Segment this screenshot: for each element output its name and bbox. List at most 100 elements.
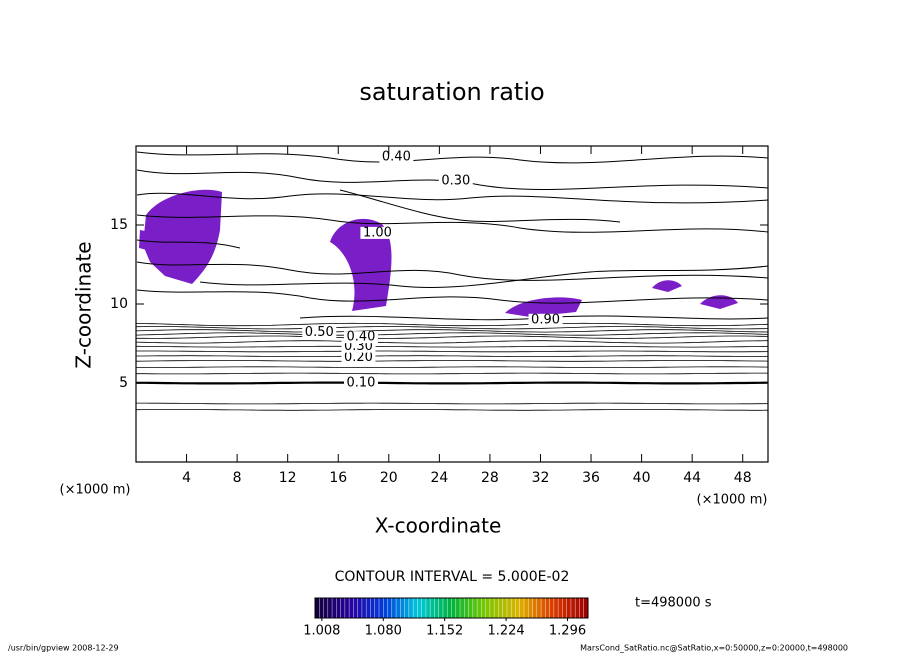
chart-title: saturation ratio [359,78,544,106]
colorbar-cell [370,598,376,618]
colorbar-cell [421,598,427,618]
contour-label: 0.50 [305,325,334,340]
contour-label: 0.30 [441,173,470,188]
colorbar-tick-label: 1.080 [365,624,402,639]
contour-interval: CONTOUR INTERVAL = 5.000E-02 [335,569,570,585]
colorbar-cell [413,598,418,618]
contour-line [136,402,769,405]
colorbar-cell [378,598,384,618]
contour-label-bg [528,313,563,326]
contour-line [135,322,769,327]
contour-line [135,345,769,348]
contour-label-bg [343,377,378,389]
region [139,230,150,250]
x-tick-label: 4 [182,470,191,486]
region [652,280,682,292]
colorbar-cell [489,598,495,618]
colorbar-cell [374,598,380,618]
colorbar-cell [383,598,388,618]
colorbar-cell [494,598,499,618]
colorbar-cell [464,598,469,618]
x-tick-label: 40 [633,470,651,486]
colorbar-cell [417,598,422,618]
x-tick-label: 16 [329,470,347,486]
colorbar-cell [332,598,337,618]
colorbar-cell [447,598,452,618]
x-tick-label: 12 [279,470,297,486]
time-label: t=498000 s [635,596,712,611]
colorbar-cell [460,598,465,618]
colorbar-cell [353,598,358,618]
colorbar-cell [532,598,538,618]
colorbar-cell [361,598,367,618]
colorbar-cell [549,598,555,618]
colorbar-cell [472,598,478,618]
colorbar-cell [558,598,563,618]
contour-label-bg [360,226,395,239]
colorbar-cell [485,598,491,618]
colorbar-cell [455,598,461,618]
colorbar-cell [425,598,431,618]
x-axis-title: X-coordinate [375,514,502,538]
colorbar-cell [396,598,401,618]
x-tick-label: 32 [532,470,550,486]
colorbar-cell [434,598,440,618]
y-tick-label: 15 [110,217,128,233]
contour-line [136,350,769,353]
x-tick-label: 48 [734,470,752,486]
colorbar-cell [541,598,546,618]
colorbar-cell [336,598,341,618]
colorbar-cell [528,598,533,618]
footer-left: /usr/bin/gpview 2008-12-29 [8,644,119,653]
region [700,295,738,309]
colorbar-cell [502,598,508,618]
x-tick-label: 36 [582,470,600,486]
colorbar-cell [536,598,542,618]
colorbar-cell [519,598,525,618]
y-tick-label: 5 [119,375,128,391]
contour-line [135,332,769,336]
colorbar-cell [570,598,576,618]
contour-line [136,335,769,339]
contour-line [136,372,768,375]
colorbar-cell [553,598,559,618]
colorbar-cell [579,598,585,618]
colorbar-cell [357,598,363,618]
colorbar-tick-label: 1.008 [303,624,340,639]
colorbar-cell [583,598,589,618]
colorbar-frame [314,597,589,619]
colorbar-cell [319,598,324,618]
colorbar-cell [340,598,346,618]
colorbar-cell [511,598,516,618]
contour-line [135,329,769,333]
footer-right: MarsCond_SatRatio.nc@SatRatio,x=0:50000,… [580,644,848,653]
colorbar-tick-label: 1.152 [426,624,463,639]
region [143,189,222,284]
colorbar-cell [442,598,448,618]
colorbar-tick-label: 1.296 [549,624,586,639]
contour-line [136,381,769,385]
colorbar-cell [387,598,393,618]
colorbar-cell [477,598,482,618]
colorbar-cell [327,598,333,618]
contour-label-bg [379,151,414,164]
contour-line [135,326,769,330]
contour-line [136,355,768,357]
plot-frame [135,145,769,463]
y-tick-label: 10 [110,296,128,312]
colorbar-cell [575,598,580,618]
x-unit: (×1000 m) [697,493,768,508]
colorbar-cell [400,598,405,618]
upper-contours [136,151,769,321]
contour-label-bg [343,331,378,344]
contour-line [135,340,769,344]
colorbar-cell [524,598,529,618]
colorbar-cell [562,598,567,618]
colorbar-cell [323,598,329,618]
contour-label-bg [341,340,376,353]
contour-label: 0.40 [347,330,376,345]
contour-line [135,409,769,411]
x-tick-label: 20 [380,470,398,486]
colorbar-cell [438,598,444,618]
colorbar-cell [515,598,521,618]
